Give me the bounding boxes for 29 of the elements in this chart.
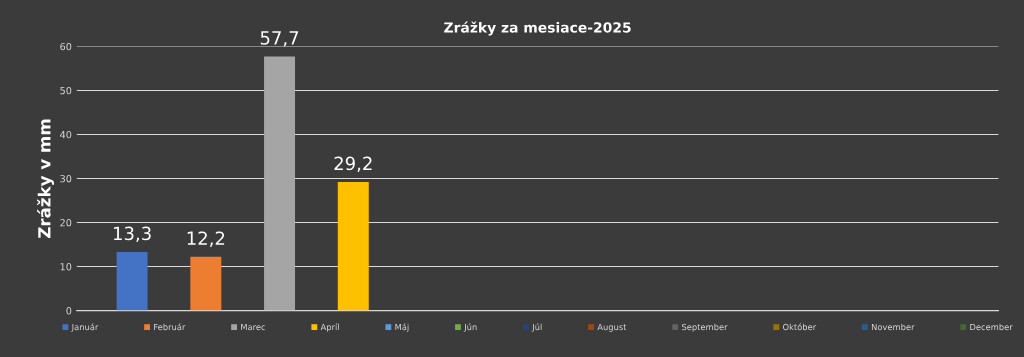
legend-label: Jún [463, 323, 477, 332]
y-tick-label: 30 [60, 174, 72, 183]
bar [337, 182, 369, 311]
y-tick-label: 50 [60, 86, 72, 95]
data-label: 29,2 [334, 156, 372, 173]
legend-label: August [597, 323, 627, 332]
data-label: 13,3 [113, 226, 151, 243]
legend-label: Máj [395, 323, 409, 332]
bar [116, 252, 148, 311]
y-tick-label: 40 [60, 130, 72, 139]
legend-label: November [871, 323, 915, 331]
y-tick-label: 20 [60, 219, 72, 227]
bar [264, 56, 296, 311]
legend-label: September [682, 323, 728, 332]
bar [190, 256, 222, 311]
legend-label: Júl [531, 323, 542, 332]
data-label: 12,2 [187, 231, 225, 247]
y-tick-label: 0 [66, 307, 72, 315]
y-axis-title: Zrážky v mm [37, 119, 55, 238]
chart-title: Zrážky za mesiace-2025 [444, 21, 631, 36]
legend-label: December [970, 323, 1013, 331]
y-tick-label: 10 [60, 263, 72, 271]
legend-label: Január [71, 323, 99, 332]
legend-label: Február [154, 323, 186, 331]
legend-label: Apríl [320, 323, 339, 332]
y-tick-label: 60 [60, 42, 72, 51]
legend-label: Október [783, 323, 817, 331]
legend-label: Marec [241, 323, 266, 331]
data-label: 57,7 [260, 31, 299, 47]
